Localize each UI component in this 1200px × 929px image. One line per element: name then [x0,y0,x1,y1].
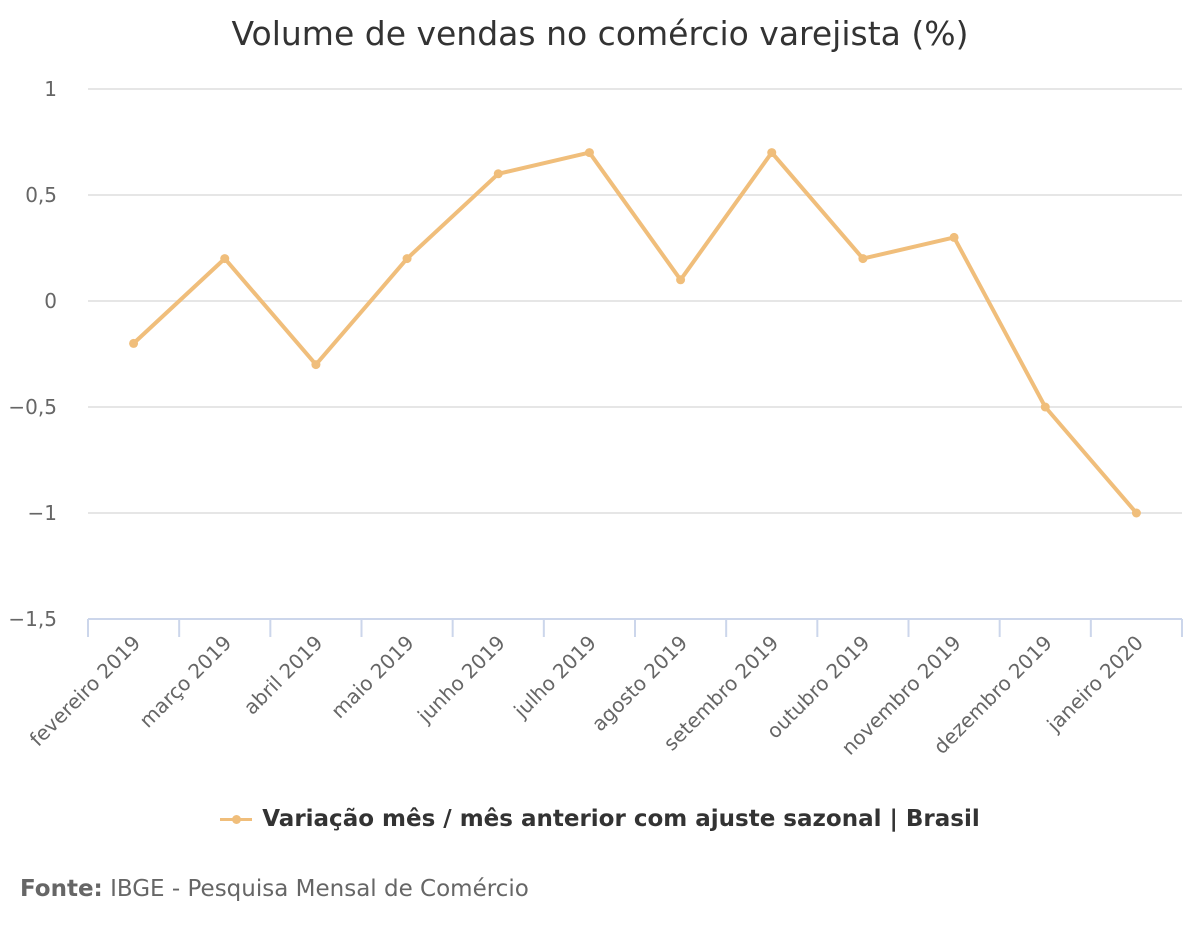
data-point [767,148,777,158]
x-tick-label: julho 2019 [508,631,601,724]
x-tick-label: maio 2019 [326,631,418,723]
data-point [584,148,594,158]
source-note: Fonte: IBGE - Pesquisa Mensal de Comérci… [20,876,529,902]
gridlines [88,88,1182,514]
source-text: IBGE - Pesquisa Mensal de Comércio [110,876,529,902]
chart-title: Volume de vendas no comércio varejista (… [231,14,969,53]
y-tick-label: −1 [28,501,57,525]
y-tick-label: −0,5 [8,395,57,419]
x-tick-label: fevereiro 2019 [25,631,145,751]
y-tick-label: 0,5 [25,183,57,207]
series-layer [129,148,1141,518]
data-point [949,232,959,242]
data-point [402,254,412,264]
x-tick-label: junho 2019 [412,631,510,729]
data-point [676,275,686,285]
x-axis [87,618,1183,637]
source-label: Fonte: [20,876,103,902]
data-point [1131,508,1141,518]
y-tick-label: 1 [44,77,57,101]
data-point [858,254,868,264]
series-line [131,150,1139,515]
y-tick-label: −1,5 [8,607,57,631]
data-point [129,338,139,348]
legend[interactable]: Variação mês / mês anterior com ajuste s… [0,806,1200,835]
data-point [220,254,230,264]
data-point [493,169,503,179]
x-tick-label: janeiro 2020 [1041,631,1148,738]
legend-line-marker [220,809,253,829]
x-tick-label: março 2019 [134,631,236,733]
data-point [311,360,321,370]
y-axis-ticks: 1 0,5 0 −0,5 −1 −1,5 [8,77,57,631]
legend-label: Variação mês / mês anterior com ajuste s… [262,806,980,832]
data-point [1040,402,1050,412]
x-tick-label: abril 2019 [239,631,328,720]
y-tick-label: 0 [44,289,57,313]
